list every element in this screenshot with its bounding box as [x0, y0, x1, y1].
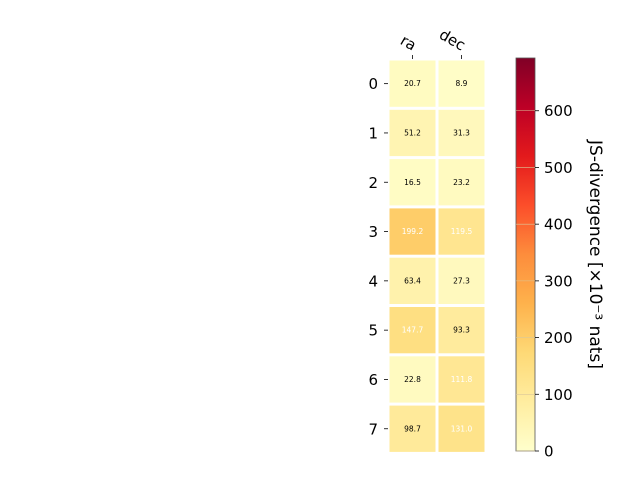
- cell-label-3-dec: 119.5: [451, 227, 473, 236]
- heatmap-cell-5-dec: [438, 307, 485, 354]
- y-tick-label-0: 0: [368, 75, 378, 93]
- heatmap-cell-3-ra: [389, 208, 436, 255]
- cell-label-5-dec: 93.3: [453, 326, 470, 335]
- heatmap-cell-6-dec: [438, 356, 485, 403]
- colorbar-tick-label-100: 100: [544, 386, 573, 404]
- cell-label-0-ra: 20.7: [404, 79, 421, 88]
- cell-label-0-dec: 8.9: [456, 79, 468, 88]
- heatmap-cell-0-dec: [438, 60, 485, 107]
- heatmap-cells: 20.7 8.9 51.2 31.3 16.5 23.2 199.2 119.5 63.4 27.…: [389, 60, 485, 452]
- heatmap-cell-2-ra: [389, 159, 436, 206]
- colorbar-tick-label-0: 0: [544, 443, 554, 461]
- cell-label-7-ra: 98.7: [404, 424, 421, 433]
- colorbar-tick-label-200: 200: [544, 329, 573, 347]
- heatmap-cell-0-ra: [389, 60, 436, 107]
- cell-label-6-ra: 22.8: [404, 375, 421, 384]
- heatmap-cell-2-dec: [438, 159, 485, 206]
- cell-label-2-dec: 23.2: [453, 178, 470, 187]
- cell-label-5-ra: 147.7: [402, 326, 424, 335]
- cell-label-6-dec: 111.8: [451, 375, 473, 384]
- colorbar-tick-label-600: 600: [544, 102, 573, 120]
- colorbar-tick-label-400: 400: [544, 216, 573, 234]
- colorbar-gradient: [515, 57, 536, 452]
- cell-label-1-dec: 31.3: [453, 128, 470, 137]
- cell-label-4-dec: 27.3: [453, 276, 470, 285]
- y-tick-label-3: 3: [368, 223, 378, 241]
- x-tick-label-dec: dec: [436, 25, 468, 54]
- heatmap-cell-7-dec: [438, 405, 485, 452]
- heatmap-cell-5-ra: [389, 307, 436, 354]
- y-tick-label-4: 4: [368, 272, 378, 290]
- cell-label-4-ra: 63.4: [404, 276, 421, 285]
- colorbar: 0 100 200 300 400 500 600 JS-divergence [×10⁻³ …: [515, 57, 605, 461]
- colorbar-label: JS-divergence [×10⁻³ nats]: [585, 139, 605, 369]
- heatmap-cell-7-ra: [389, 405, 436, 452]
- colorbar-tick-label-300: 300: [544, 272, 573, 290]
- heatmap-cell-4-dec: [438, 257, 485, 304]
- x-tick-label-ra: ra: [397, 31, 419, 54]
- y-tick-label-7: 7: [368, 420, 378, 438]
- y-tick-label-6: 6: [368, 371, 378, 389]
- heatmap-cell-1-dec: [438, 109, 485, 157]
- cell-label-7-dec: 131.0: [451, 424, 473, 433]
- heatmap-cell-6-ra: [389, 356, 436, 403]
- y-tick-label-5: 5: [368, 322, 378, 340]
- y-tick-label-2: 2: [368, 174, 378, 192]
- cell-label-2-ra: 16.5: [404, 178, 421, 187]
- heatmap-cell-1-ra: [389, 109, 436, 157]
- cell-label-1-ra: 51.2: [404, 128, 421, 137]
- heatmap-cell-4-ra: [389, 257, 436, 304]
- colorbar-tick-label-500: 500: [544, 159, 573, 177]
- cell-label-3-ra: 199.2: [402, 227, 424, 236]
- y-tick-label-1: 1: [368, 124, 378, 142]
- heatmap-cell-3-dec: [438, 208, 485, 255]
